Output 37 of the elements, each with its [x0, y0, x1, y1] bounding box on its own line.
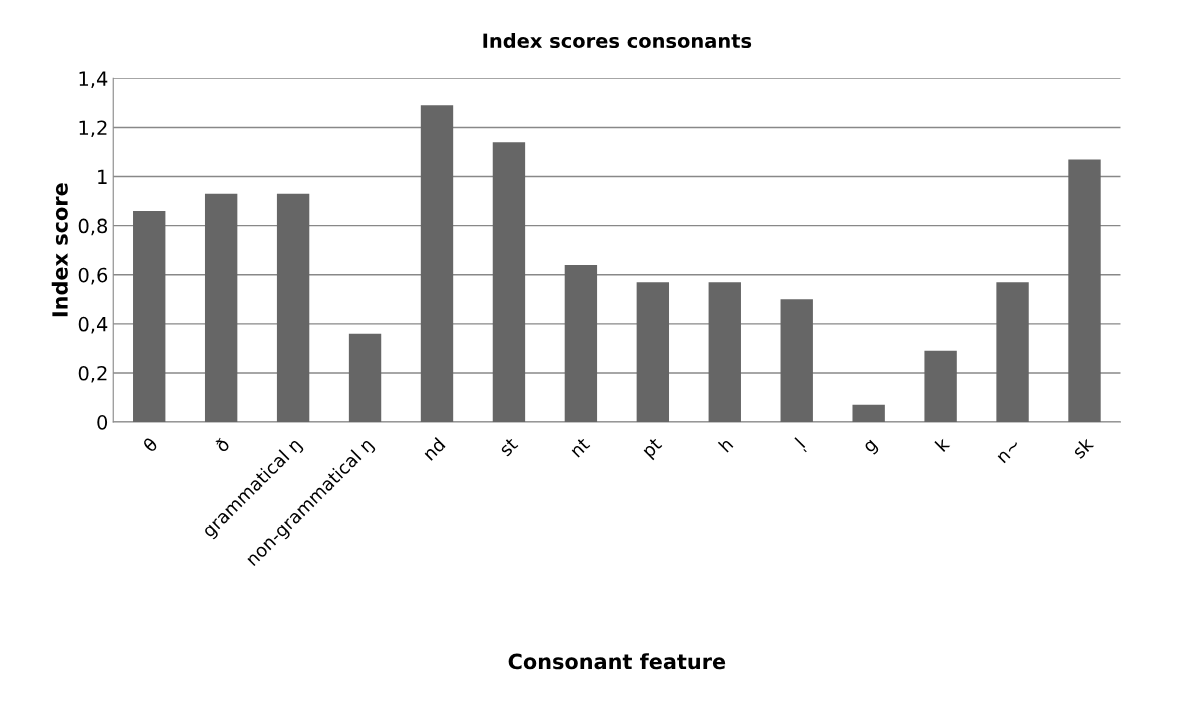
bar	[133, 210, 166, 423]
bar	[924, 350, 957, 423]
bar	[564, 264, 598, 423]
bar	[708, 282, 741, 423]
x-tick-label: n~	[997, 439, 1021, 464]
x-tick-label: pt	[641, 436, 665, 461]
x-tick-label: st	[498, 436, 519, 457]
y-tick-label: 0,2	[78, 365, 107, 383]
y-tick-label: 1,2	[79, 120, 107, 138]
x-tick-label: nd	[421, 437, 446, 461]
x-tick-label: h	[717, 437, 734, 453]
chart-title: Index scores consonants	[483, 33, 752, 49]
x-tick-label: g	[863, 439, 880, 456]
x-tick-label: k	[934, 435, 951, 452]
y-tick-label: 0,6	[78, 267, 108, 285]
x-tick-label: θ	[142, 436, 159, 453]
y-tick-label: 1	[98, 169, 107, 184]
bar	[348, 333, 382, 423]
y-axis-title: Index score	[51, 183, 68, 317]
bar	[852, 404, 885, 423]
bar	[996, 282, 1029, 423]
bar	[204, 193, 238, 423]
y-tick-label: 0,4	[78, 316, 108, 334]
y-tick-label: 0	[97, 415, 108, 430]
bar	[420, 105, 454, 423]
x-tick-label: nt	[569, 436, 591, 458]
bar	[492, 142, 526, 423]
x-tick-label: ð	[214, 436, 231, 453]
bar	[780, 299, 813, 423]
bar	[636, 282, 670, 423]
y-tick-label: 1,4	[79, 71, 108, 89]
x-tick-label: l̩	[793, 437, 809, 453]
bar	[1068, 159, 1101, 423]
x-tick-label: sk	[1071, 435, 1095, 460]
bar	[276, 193, 310, 423]
x-axis-title: Consonant feature	[508, 653, 726, 670]
y-tick-label: 0,8	[78, 218, 108, 236]
